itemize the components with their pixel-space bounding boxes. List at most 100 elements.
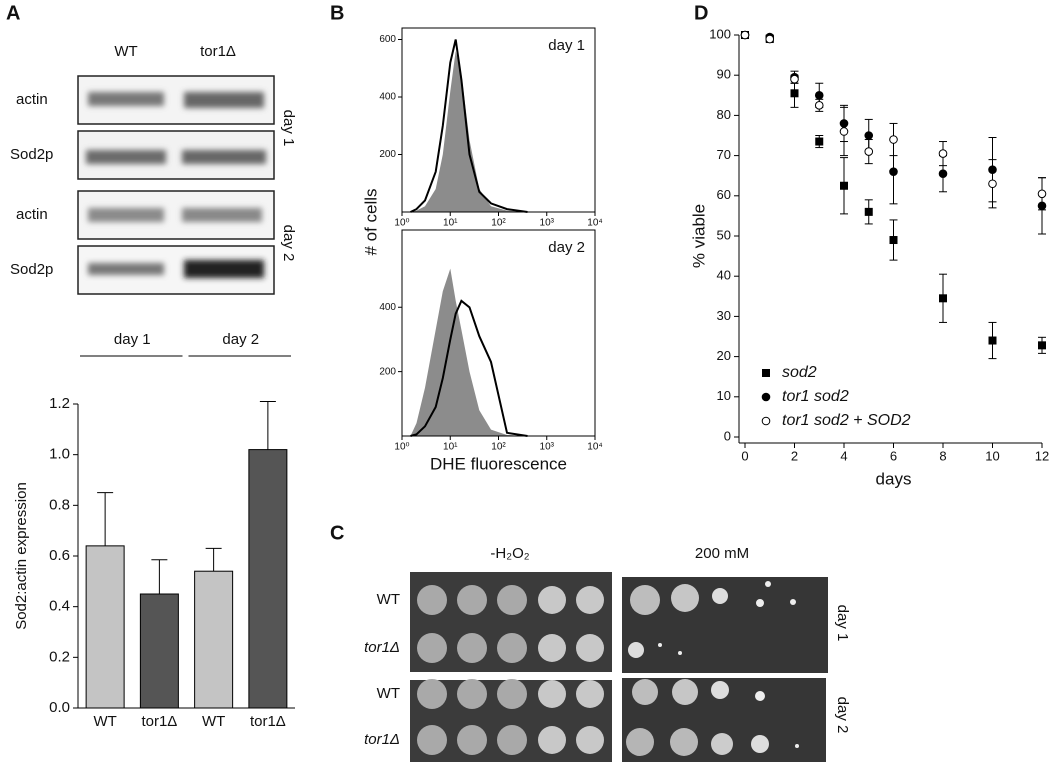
x-tick-label: 10 xyxy=(985,448,999,463)
point xyxy=(988,336,997,345)
point xyxy=(864,147,874,156)
histogram-line xyxy=(410,299,528,437)
plate-images xyxy=(410,572,828,762)
point xyxy=(864,207,873,216)
point xyxy=(938,149,948,158)
colony-spot xyxy=(658,643,662,647)
point xyxy=(765,34,775,44)
colony-spot xyxy=(457,633,487,663)
point xyxy=(938,169,948,178)
group-label: day 2 xyxy=(222,331,259,348)
x-tick-label: 10⁰ xyxy=(394,218,409,229)
colony-spot xyxy=(457,585,487,615)
y-tick-label: 0.2 xyxy=(49,648,70,665)
x-tick-label: 10⁴ xyxy=(587,218,602,229)
x-tick-label: 12 xyxy=(1035,448,1049,463)
colony-spot xyxy=(497,725,527,755)
point xyxy=(889,135,898,144)
x-tick-label: 0 xyxy=(741,448,748,463)
x-tick-label: WT xyxy=(93,713,116,730)
colony-spot xyxy=(497,633,527,663)
plate-column: -H₂O₂ xyxy=(490,545,529,562)
plate-row: tor1Δ xyxy=(364,731,400,748)
colony-spot xyxy=(497,679,527,709)
histogram-area xyxy=(410,51,528,212)
point xyxy=(988,179,997,189)
legend-label: tor1 sod2 + SOD2 xyxy=(782,412,911,429)
y-tick-label: 90 xyxy=(717,67,731,82)
x-tick-label: 6 xyxy=(890,448,897,463)
point xyxy=(1038,341,1046,350)
point xyxy=(864,131,874,140)
plate-row: WT xyxy=(377,591,400,608)
legend-marker xyxy=(761,392,771,402)
colony-spot xyxy=(765,581,771,587)
y-tick-label: 70 xyxy=(717,147,731,162)
y-tick-label: 400 xyxy=(379,92,396,103)
point xyxy=(1037,189,1047,199)
y-tick-label: 0.6 xyxy=(49,547,70,564)
colony-spot xyxy=(497,585,527,615)
blot-column: WT xyxy=(114,43,137,60)
y-tick-label: 600 xyxy=(379,34,396,45)
annotation: day 1 xyxy=(548,37,585,54)
blot-day: day 2 xyxy=(280,225,297,262)
legend-label: tor1 sod2 xyxy=(782,388,849,405)
x-tick-label: WT xyxy=(202,713,225,730)
colony-spot xyxy=(538,586,566,614)
y-tick-label: 20 xyxy=(717,348,731,363)
x-tick-label: 10¹ xyxy=(443,442,458,453)
blot-row: actin xyxy=(16,206,48,223)
plate-column: 200 mM xyxy=(695,545,749,562)
histogram-area xyxy=(410,268,528,436)
blot-row: actin xyxy=(16,91,48,108)
panel-label: C xyxy=(330,522,344,544)
annotation: day 2 xyxy=(548,239,585,256)
point xyxy=(840,181,848,190)
legend-label: sod2 xyxy=(782,364,817,381)
colony-spot xyxy=(711,681,729,699)
x-tick-label: 10³ xyxy=(540,218,555,229)
point xyxy=(839,127,849,136)
x-tick-label: 10⁴ xyxy=(587,442,602,453)
colony-spot xyxy=(457,679,487,709)
colony-spot xyxy=(576,680,604,708)
point xyxy=(790,74,799,84)
point xyxy=(790,89,799,98)
bar xyxy=(139,593,179,709)
colony-spot xyxy=(417,725,447,755)
histogram-line xyxy=(410,39,528,213)
colony-spot xyxy=(628,642,644,658)
point xyxy=(740,30,750,40)
x-tick-label: 4 xyxy=(840,448,847,463)
point xyxy=(815,137,824,146)
colony-spot xyxy=(417,633,447,663)
x-tick-label: 10³ xyxy=(540,442,555,453)
colony-spot xyxy=(755,691,765,701)
x-tick-label: 8 xyxy=(939,448,946,463)
colony-spot xyxy=(751,735,769,753)
group-label: day 1 xyxy=(114,331,151,348)
y-tick-label: 40 xyxy=(717,268,731,283)
y-tick-label: 0.4 xyxy=(49,598,70,615)
x-tick-label: 10² xyxy=(491,218,506,229)
blot-day: day 1 xyxy=(280,110,297,147)
colony-spot xyxy=(671,584,699,612)
y-tick-label: 80 xyxy=(717,107,731,122)
point xyxy=(814,101,824,110)
colony-spot xyxy=(790,599,796,605)
y-tick-label: 100 xyxy=(709,26,731,41)
bar xyxy=(248,449,288,709)
y-tick-label: 1.0 xyxy=(49,446,70,463)
colony-spot xyxy=(670,728,698,756)
blot-image xyxy=(77,75,275,295)
y-tick-label: 0.8 xyxy=(49,496,70,513)
plate-day: day 2 xyxy=(834,697,851,734)
y-tick-label: 400 xyxy=(379,302,396,313)
colony-spot xyxy=(630,585,660,615)
panel-label: A xyxy=(6,2,20,24)
x-tick-label: 2 xyxy=(791,448,798,463)
panel-label: D xyxy=(694,2,708,24)
y-tick-label: 0 xyxy=(724,428,731,443)
colony-spot xyxy=(417,585,447,615)
